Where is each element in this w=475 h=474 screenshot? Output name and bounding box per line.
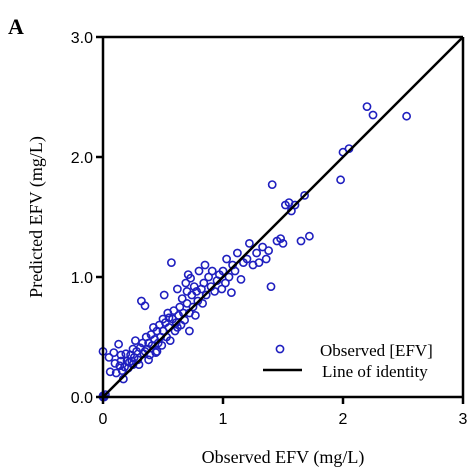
data-point bbox=[164, 313, 174, 323]
data-point bbox=[177, 294, 187, 303]
data-point bbox=[278, 238, 288, 248]
data-point bbox=[192, 286, 201, 296]
legend-marker-points bbox=[275, 344, 285, 354]
y-tick-label: 1.0 bbox=[71, 270, 93, 287]
data-point bbox=[224, 272, 234, 282]
data-point bbox=[190, 310, 200, 320]
data-point bbox=[105, 367, 115, 377]
data-point bbox=[120, 362, 129, 372]
data-point bbox=[244, 238, 254, 248]
data-point bbox=[181, 278, 191, 288]
y-axis-label: Predicted EFV (mg/L) bbox=[26, 136, 47, 298]
data-point bbox=[140, 301, 150, 311]
data-point bbox=[186, 273, 195, 283]
data-point bbox=[368, 110, 378, 120]
panel-label: A bbox=[8, 14, 24, 39]
data-point bbox=[232, 248, 242, 258]
data-point bbox=[152, 346, 162, 356]
data-point bbox=[193, 296, 203, 306]
data-point bbox=[300, 190, 309, 200]
data-point bbox=[104, 352, 114, 362]
x-tick-label: 1 bbox=[219, 411, 228, 428]
data-point bbox=[114, 339, 123, 349]
data-point bbox=[109, 348, 119, 357]
data-point bbox=[130, 336, 140, 345]
y-ticks: 0.0 1.0 2.0 3.0 bbox=[71, 30, 103, 407]
identity-line bbox=[102, 36, 464, 398]
data-point bbox=[304, 231, 314, 241]
data-point bbox=[159, 290, 169, 300]
data-point bbox=[157, 340, 167, 350]
data-point bbox=[222, 254, 231, 264]
data-point bbox=[266, 282, 276, 291]
data-point bbox=[115, 361, 125, 371]
x-axis-label: Observed EFV (mg/L) bbox=[202, 447, 365, 468]
data-point bbox=[182, 286, 192, 296]
data-point bbox=[218, 266, 228, 276]
data-point bbox=[174, 310, 183, 320]
data-point bbox=[151, 348, 161, 357]
points-layer bbox=[98, 102, 411, 402]
data-point bbox=[267, 180, 277, 189]
legend-label-line: Line of identity bbox=[322, 362, 428, 381]
data-point bbox=[226, 288, 236, 297]
data-point bbox=[264, 246, 273, 255]
y-tick-label: 0.0 bbox=[71, 390, 93, 407]
legend: Observed [EFV] Line of identity bbox=[263, 341, 433, 381]
data-point bbox=[236, 274, 246, 284]
data-point bbox=[200, 260, 210, 270]
data-point bbox=[201, 290, 211, 300]
data-point bbox=[276, 234, 285, 243]
data-point bbox=[242, 254, 252, 264]
y-tick-label: 3.0 bbox=[71, 30, 93, 47]
x-tick-label: 2 bbox=[339, 411, 348, 428]
data-point bbox=[296, 236, 306, 246]
data-point bbox=[166, 258, 176, 267]
data-point bbox=[144, 355, 153, 365]
data-point bbox=[336, 175, 345, 185]
data-point bbox=[199, 278, 209, 288]
data-point bbox=[261, 254, 271, 264]
data-point bbox=[198, 298, 207, 308]
y-tick-label: 2.0 bbox=[71, 150, 93, 167]
data-point bbox=[362, 102, 372, 111]
data-point bbox=[230, 266, 240, 276]
data-point bbox=[184, 326, 194, 336]
data-point bbox=[254, 258, 264, 267]
data-point bbox=[172, 284, 182, 294]
data-point bbox=[128, 344, 138, 354]
x-ticks: 0 1 2 3 bbox=[99, 397, 468, 428]
legend-label-points: Observed [EFV] bbox=[320, 341, 433, 360]
data-point bbox=[165, 336, 175, 345]
data-point bbox=[116, 350, 126, 360]
x-tick-label: 0 bbox=[99, 411, 108, 428]
data-point bbox=[402, 111, 411, 121]
data-point bbox=[188, 302, 198, 312]
data-point bbox=[290, 200, 300, 210]
x-tick-label: 3 bbox=[459, 411, 468, 428]
data-point bbox=[207, 266, 217, 276]
data-point bbox=[194, 266, 204, 276]
data-point bbox=[252, 248, 261, 258]
